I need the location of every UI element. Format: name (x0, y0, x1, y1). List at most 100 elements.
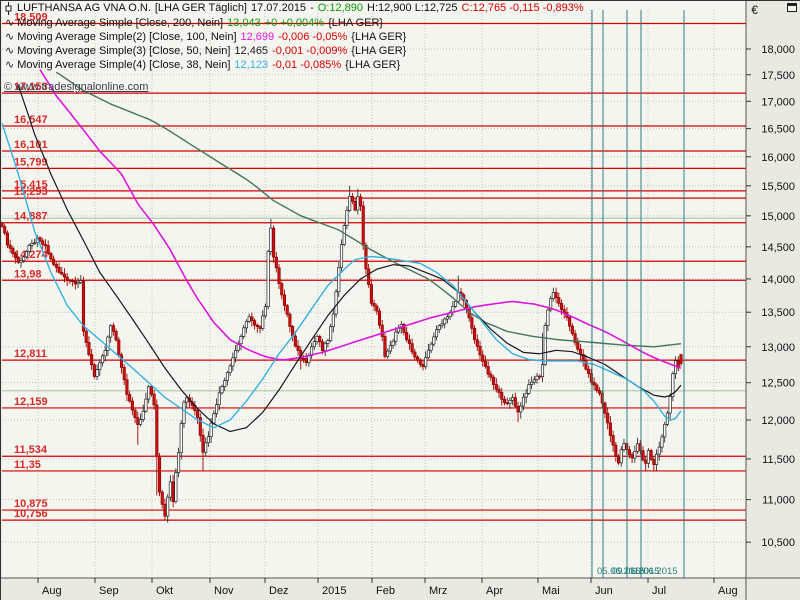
candle[interactable] (413, 351, 417, 358)
candle[interactable] (87, 342, 91, 355)
candle[interactable] (73, 280, 77, 285)
candle[interactable] (372, 302, 376, 307)
candle[interactable] (524, 392, 528, 398)
candle[interactable] (90, 354, 94, 366)
candle[interactable] (508, 399, 512, 404)
candle[interactable] (43, 244, 48, 246)
candle[interactable] (543, 325, 547, 365)
candle[interactable] (52, 258, 56, 265)
candle[interactable] (331, 313, 335, 328)
candle[interactable] (470, 317, 474, 329)
candle[interactable] (568, 317, 572, 327)
candle[interactable] (611, 435, 615, 446)
candle[interactable] (549, 298, 553, 311)
candle[interactable] (168, 481, 172, 498)
candle[interactable] (84, 330, 88, 343)
candle[interactable] (68, 279, 72, 282)
candle[interactable] (253, 320, 257, 326)
candle[interactable] (14, 253, 18, 259)
candle[interactable] (429, 343, 433, 351)
candle[interactable] (478, 345, 482, 356)
candle[interactable] (152, 393, 156, 406)
candle[interactable] (679, 354, 683, 364)
candle[interactable] (334, 291, 338, 315)
candle[interactable] (622, 443, 626, 451)
candle[interactable] (60, 271, 64, 275)
candle[interactable] (76, 282, 80, 285)
candle[interactable] (133, 409, 137, 419)
candle[interactable] (608, 422, 612, 436)
candle[interactable] (415, 356, 420, 361)
candle[interactable] (301, 358, 306, 360)
candle[interactable] (258, 326, 262, 329)
candle[interactable] (405, 332, 409, 341)
candle[interactable] (54, 264, 58, 268)
candle[interactable] (315, 336, 319, 342)
candle[interactable] (38, 237, 42, 242)
candle[interactable] (144, 398, 148, 412)
candle[interactable] (356, 196, 360, 211)
candle[interactable] (391, 340, 395, 346)
candle[interactable] (383, 336, 387, 357)
candle[interactable] (176, 452, 181, 473)
candle[interactable] (16, 257, 20, 263)
candle[interactable] (375, 305, 379, 312)
candle[interactable] (98, 362, 102, 371)
candle[interactable] (377, 310, 382, 326)
legend-row-sma100[interactable]: ∿ Moving Average Simple(2) [Close, 100, … (5, 31, 406, 44)
candle[interactable] (353, 201, 357, 211)
candle[interactable] (163, 503, 167, 517)
candle[interactable] (147, 386, 151, 400)
window-icon[interactable] (787, 3, 797, 12)
candle[interactable] (657, 446, 661, 455)
candle[interactable] (655, 453, 659, 466)
candle[interactable] (535, 375, 539, 381)
candle[interactable] (117, 339, 121, 356)
candle[interactable] (114, 330, 118, 341)
candle[interactable] (494, 384, 498, 390)
candle[interactable] (505, 402, 509, 405)
candle[interactable] (149, 386, 153, 395)
candle[interactable] (274, 256, 278, 269)
candle[interactable] (443, 318, 447, 325)
candle[interactable] (247, 316, 251, 322)
candle[interactable] (350, 196, 354, 202)
candle[interactable] (242, 327, 246, 337)
candle[interactable] (5, 232, 9, 246)
candle[interactable] (280, 283, 284, 296)
candle[interactable] (231, 357, 235, 367)
candle[interactable] (296, 345, 300, 351)
candle[interactable] (234, 349, 238, 359)
candle[interactable] (402, 324, 406, 333)
candle[interactable] (652, 458, 656, 466)
candle[interactable] (559, 302, 564, 310)
candle[interactable] (424, 357, 428, 368)
candle[interactable] (502, 398, 507, 404)
candle[interactable] (27, 245, 31, 252)
candle[interactable] (481, 354, 485, 362)
candle[interactable] (326, 340, 330, 344)
candle[interactable] (255, 324, 259, 327)
candle[interactable] (109, 325, 113, 338)
candle[interactable] (513, 397, 517, 407)
candle[interactable] (358, 196, 363, 207)
candle[interactable] (589, 373, 593, 383)
candle[interactable] (95, 369, 99, 377)
candle[interactable] (633, 451, 637, 459)
candle[interactable] (49, 253, 53, 260)
candle[interactable] (174, 472, 178, 502)
candle[interactable] (130, 400, 134, 411)
candle[interactable] (540, 364, 545, 377)
candle[interactable] (497, 388, 501, 393)
candle[interactable] (674, 360, 678, 375)
candle[interactable] (361, 205, 365, 246)
candle[interactable] (337, 267, 341, 293)
candle[interactable] (440, 323, 444, 327)
candle[interactable] (445, 316, 449, 320)
candle[interactable] (204, 442, 208, 453)
candle[interactable] (635, 443, 640, 452)
candle[interactable] (616, 456, 621, 464)
candle[interactable] (125, 379, 129, 395)
candle[interactable] (394, 331, 398, 342)
